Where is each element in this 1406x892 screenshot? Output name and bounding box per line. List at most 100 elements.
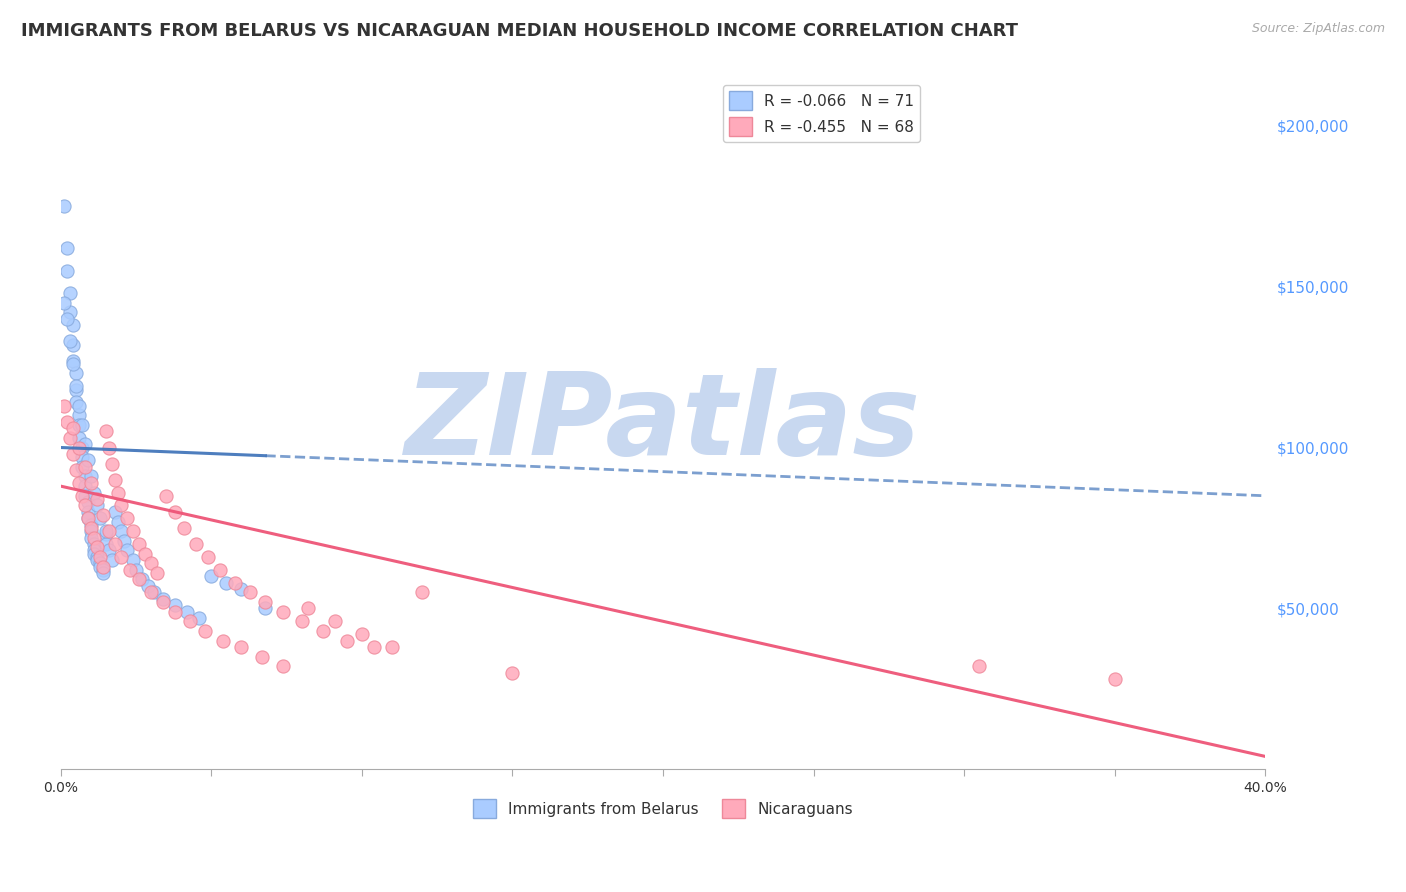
Point: [143, 585, 166, 599]
Point: [73, 479, 96, 493]
Point: [62, 357, 84, 371]
Point: [197, 549, 219, 564]
Point: [139, 557, 162, 571]
Point: [125, 563, 148, 577]
Point: [94, 425, 117, 439]
Point: [134, 547, 156, 561]
Point: [70, 450, 93, 465]
Point: [94, 527, 117, 541]
Point: [107, 485, 129, 500]
Point: [76, 511, 98, 525]
Point: [86, 553, 108, 567]
Point: [55, 241, 77, 255]
Point: [65, 379, 87, 393]
Point: [67, 399, 90, 413]
Point: [128, 537, 150, 551]
Point: [94, 537, 117, 551]
Point: [323, 614, 346, 628]
Point: [254, 601, 277, 615]
Point: [59, 305, 82, 319]
Point: [155, 489, 177, 503]
Point: [501, 665, 523, 680]
Point: [176, 605, 198, 619]
Point: [101, 553, 124, 567]
Point: [55, 311, 77, 326]
Point: [104, 537, 127, 551]
Point: [89, 559, 111, 574]
Point: [67, 431, 90, 445]
Point: [350, 627, 373, 641]
Point: [89, 549, 111, 564]
Point: [128, 573, 150, 587]
Point: [86, 499, 108, 513]
Point: [131, 573, 153, 587]
Point: [165, 598, 187, 612]
Point: [118, 563, 141, 577]
Point: [179, 614, 201, 628]
Point: [83, 547, 105, 561]
Point: [62, 353, 84, 368]
Point: [411, 585, 433, 599]
Point: [273, 659, 295, 673]
Point: [89, 511, 111, 525]
Point: [336, 633, 359, 648]
Point: [55, 415, 77, 429]
Point: [290, 614, 312, 628]
Point: [209, 563, 232, 577]
Point: [76, 505, 98, 519]
Point: [224, 575, 246, 590]
Point: [188, 611, 211, 625]
Point: [67, 409, 90, 423]
Point: [239, 585, 262, 599]
Point: [107, 515, 129, 529]
Point: [62, 318, 84, 333]
Point: [97, 524, 120, 538]
Point: [86, 549, 108, 564]
Point: [52, 199, 75, 213]
Point: [59, 334, 82, 349]
Point: [73, 469, 96, 483]
Point: [381, 640, 404, 654]
Point: [80, 517, 103, 532]
Point: [254, 595, 277, 609]
Point: [215, 575, 238, 590]
Point: [83, 531, 105, 545]
Point: [94, 524, 117, 538]
Point: [76, 495, 98, 509]
Point: [122, 524, 145, 538]
Point: [115, 511, 138, 525]
Point: [91, 563, 114, 577]
Point: [110, 524, 132, 538]
Point: [70, 441, 93, 455]
Point: [115, 543, 138, 558]
Point: [62, 447, 84, 461]
Point: [165, 605, 187, 619]
Point: [52, 295, 75, 310]
Point: [1104, 672, 1126, 686]
Point: [91, 508, 114, 522]
Point: [70, 459, 93, 474]
Point: [80, 524, 103, 538]
Point: [67, 441, 90, 455]
Point: [70, 417, 93, 432]
Point: [73, 459, 96, 474]
Point: [97, 441, 120, 455]
Point: [194, 624, 217, 638]
Point: [91, 559, 114, 574]
Point: [83, 485, 105, 500]
Point: [139, 585, 162, 599]
Text: IMMIGRANTS FROM BELARUS VS NICARAGUAN MEDIAN HOUSEHOLD INCOME CORRELATION CHART: IMMIGRANTS FROM BELARUS VS NICARAGUAN ME…: [21, 22, 1018, 40]
Point: [136, 579, 159, 593]
Point: [73, 489, 96, 503]
Legend: Immigrants from Belarus, Nicaraguans: Immigrants from Belarus, Nicaraguans: [467, 793, 859, 824]
Point: [73, 437, 96, 451]
Point: [86, 541, 108, 555]
Point: [83, 537, 105, 551]
Point: [97, 543, 120, 558]
Point: [91, 566, 114, 580]
Point: [83, 543, 105, 558]
Point: [104, 473, 127, 487]
Point: [62, 337, 84, 351]
Text: ZIPatlas: ZIPatlas: [405, 368, 921, 479]
Point: [273, 605, 295, 619]
